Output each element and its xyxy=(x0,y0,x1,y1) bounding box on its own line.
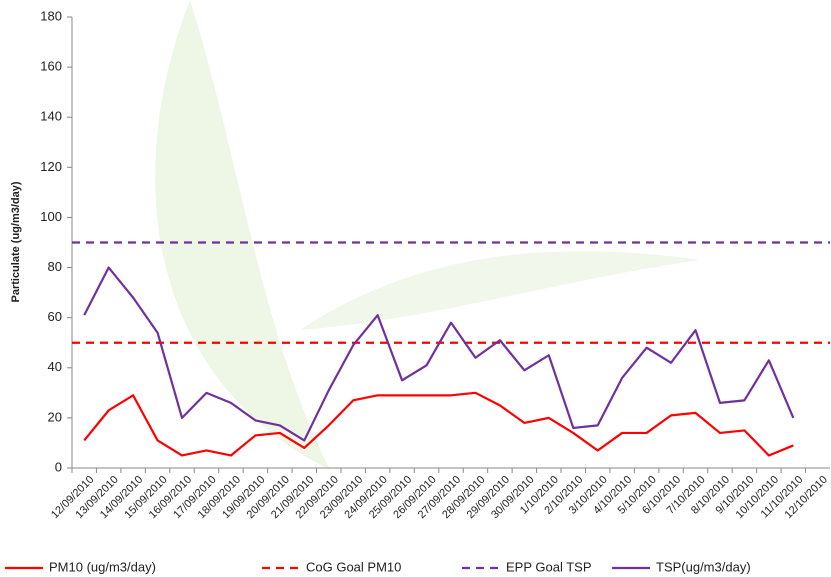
y-tick-label: 140 xyxy=(40,109,62,124)
legend-label: TSP(ug/m3/day) xyxy=(656,559,751,574)
y-axis-label: Particulate (ug/m3/day) xyxy=(10,181,22,302)
y-tick-label: 0 xyxy=(55,459,62,474)
y-tick-label: 120 xyxy=(40,159,62,174)
y-tick-label: 180 xyxy=(40,8,62,23)
y-tick-label: 60 xyxy=(48,309,62,324)
y-tick-label: 20 xyxy=(48,409,62,424)
chart: Particulate (ug/m3/day) 0 20 40 60 80 100 120 1… xyxy=(0,0,831,577)
y-tick-label: 40 xyxy=(48,359,62,374)
data-line xyxy=(84,393,793,456)
y-tick-label: 100 xyxy=(40,209,62,224)
legend-label: EPP Goal TSP xyxy=(506,559,592,574)
watermark xyxy=(155,0,330,470)
watermark xyxy=(300,251,700,330)
y-tick-label: 160 xyxy=(40,59,62,74)
y-tick-label: 80 xyxy=(48,259,62,274)
legend-label: CoG Goal PM10 xyxy=(306,559,401,574)
legend-label: PM10 (ug/m3/day) xyxy=(49,559,156,574)
